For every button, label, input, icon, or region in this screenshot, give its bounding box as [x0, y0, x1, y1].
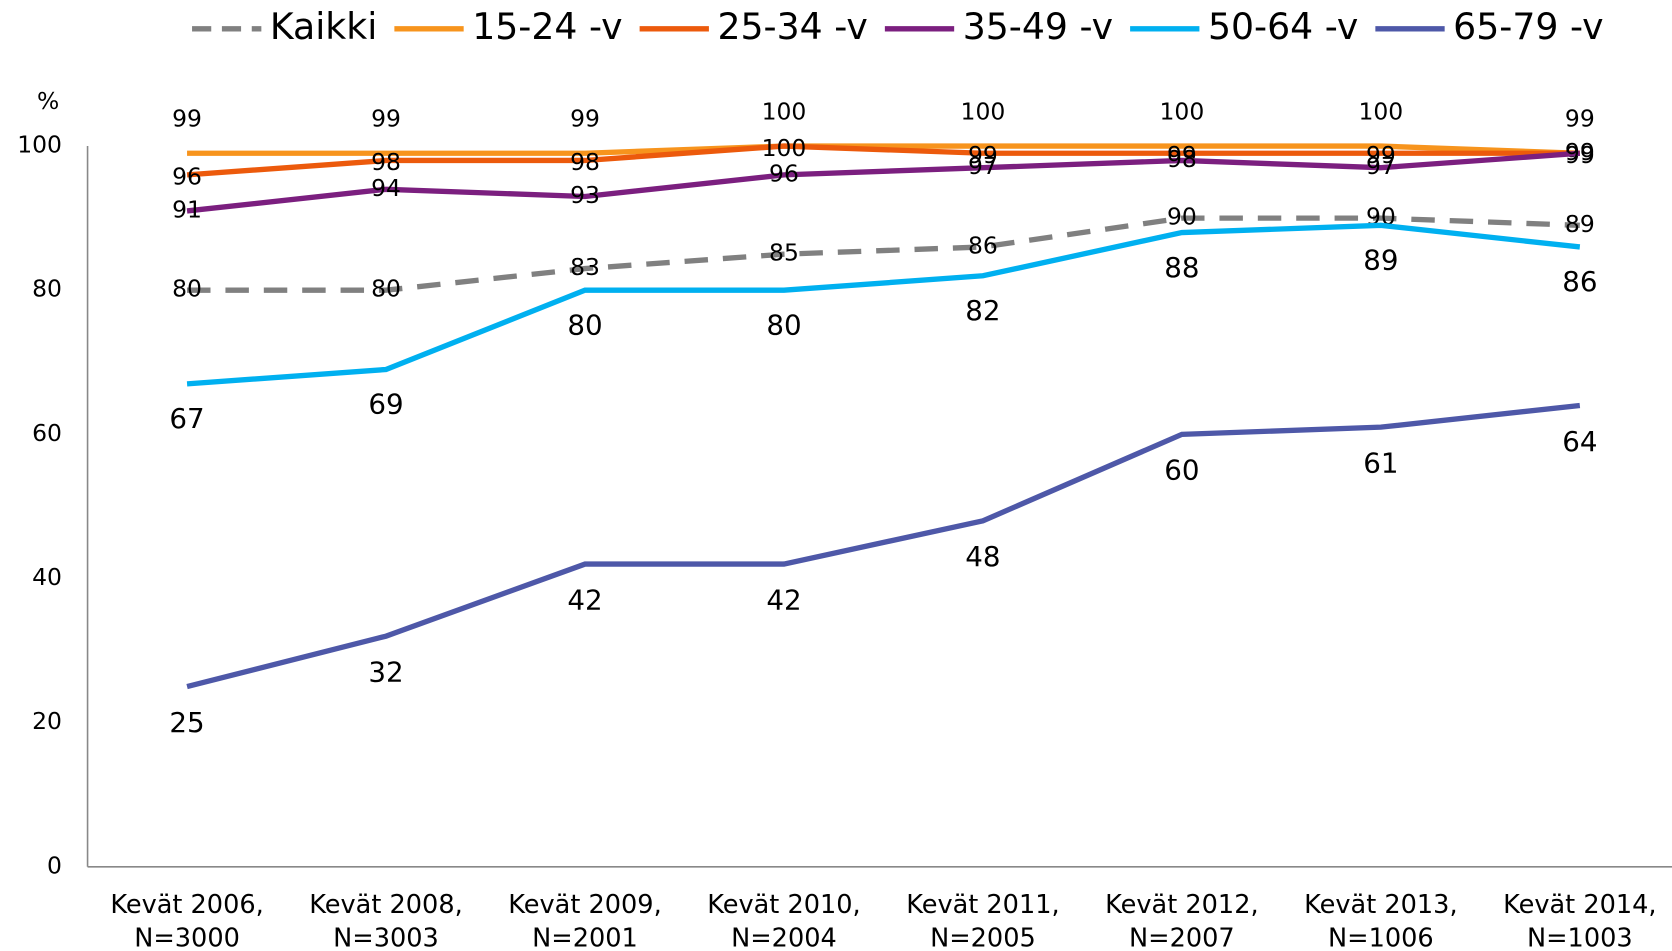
series-line: [186, 150, 1581, 214]
series-line: [187, 215, 1580, 293]
series-line: [187, 143, 1580, 156]
data-label: 85: [769, 239, 799, 267]
data-label: 100: [762, 98, 807, 126]
y-tick-label: 0: [47, 851, 62, 879]
x-tick-label: Kevät 2013, N=1006: [1304, 890, 1457, 951]
data-label: 90: [1167, 203, 1197, 231]
data-label: 42: [766, 583, 801, 616]
data-label: 99: [570, 105, 600, 133]
data-label: 64: [1562, 425, 1597, 458]
data-label: 86: [1562, 265, 1597, 298]
legend-label: 25-34 -v: [717, 5, 867, 48]
data-label: 25: [169, 706, 204, 739]
data-label: 86: [968, 231, 998, 259]
data-label: 61: [1363, 446, 1398, 479]
data-label: 98: [570, 148, 600, 176]
data-label: 99: [1167, 141, 1197, 169]
data-label: 97: [1366, 152, 1396, 180]
data-label: 89: [1565, 210, 1595, 238]
x-tick-label: Kevät 2008, N=3003: [309, 890, 462, 951]
data-label: 99: [968, 141, 998, 169]
data-label: 97: [968, 152, 998, 180]
data-label: 100: [1358, 98, 1403, 126]
data-label: 88: [1164, 251, 1199, 284]
data-label: 80: [766, 308, 801, 341]
data-label: 80: [567, 308, 602, 341]
x-tick-label: Kevät 2010, N=2004: [707, 890, 860, 951]
data-label: 69: [368, 388, 403, 421]
data-label: 96: [769, 159, 799, 187]
x-tick-label: Kevät 2012, N=2007: [1105, 890, 1258, 951]
data-label: 99: [1565, 105, 1595, 133]
y-axis-label: %: [37, 87, 59, 115]
series-line: [186, 222, 1581, 387]
data-label: 99: [371, 105, 401, 133]
data-label: 100: [762, 134, 807, 162]
data-label: 82: [965, 294, 1000, 327]
data-label: 83: [570, 253, 600, 281]
data-label: 89: [1363, 244, 1398, 277]
data-label: 96: [172, 163, 202, 191]
y-tick-label: 80: [32, 275, 62, 303]
x-tick-label: Kevät 2014, N=1003: [1503, 890, 1656, 951]
data-label: 80: [371, 275, 401, 303]
y-tick-label: 60: [32, 419, 62, 447]
data-label: 32: [368, 655, 403, 688]
x-tick-label: Kevät 2009, N=2001: [508, 890, 661, 951]
series-line: [186, 402, 1581, 690]
data-label: 94: [371, 174, 401, 202]
legend-label: 50-64 -v: [1208, 5, 1358, 48]
legend-label: 65-79 -v: [1453, 5, 1603, 48]
data-label: 98: [371, 148, 401, 176]
data-label: 91: [172, 195, 202, 223]
data-label: 48: [965, 540, 1000, 573]
x-tick-label: Kevät 2006, N=3000: [110, 890, 263, 951]
data-label: 99: [172, 105, 202, 133]
data-label: 80: [172, 275, 202, 303]
data-label: 60: [1164, 454, 1199, 487]
data-label: 100: [1160, 98, 1205, 126]
data-label: 100: [961, 98, 1006, 126]
data-label: 98: [1167, 145, 1197, 173]
data-label: 93: [570, 181, 600, 209]
legend-label: Kaikki: [270, 5, 377, 48]
y-tick-label: 20: [32, 707, 62, 735]
data-label: 99: [1565, 138, 1595, 166]
data-label: 42: [567, 583, 602, 616]
y-tick-label: 100: [17, 131, 62, 159]
series-line: [186, 143, 1580, 178]
data-label: 67: [169, 402, 204, 435]
x-tick-label: Kevät 2011, N=2005: [906, 890, 1059, 951]
legend-label: 15-24 -v: [472, 5, 622, 48]
legend-label: 35-49 -v: [963, 5, 1113, 48]
y-tick-label: 40: [32, 563, 62, 591]
